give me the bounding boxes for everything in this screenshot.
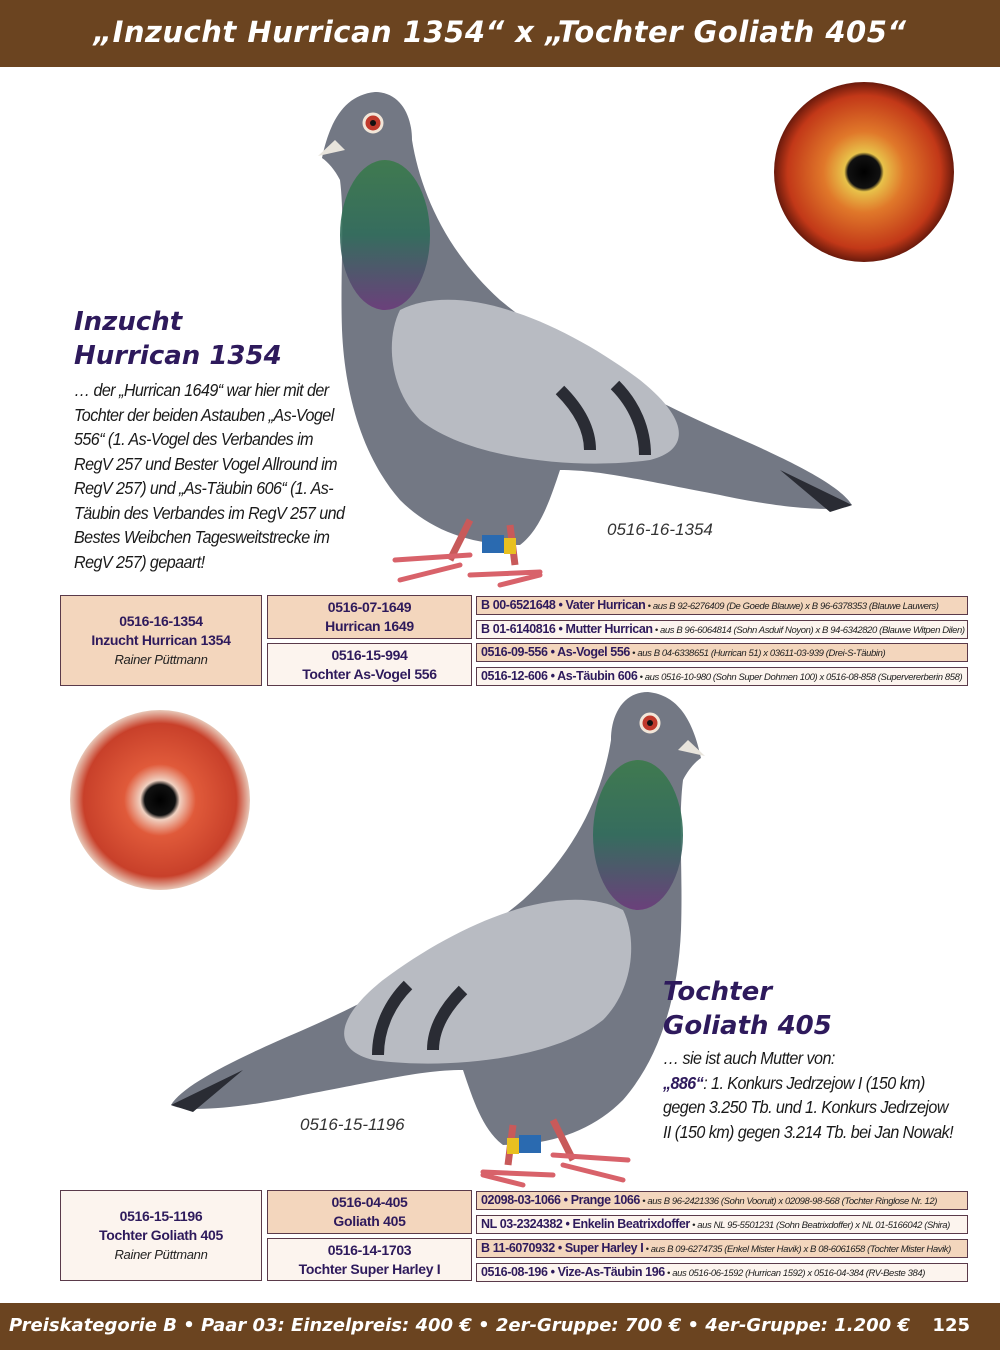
price-info: Preiskategorie B • Paar 03: Einzelpreis:… [8, 1315, 910, 1336]
main-ring: 0516-15-1196 [119, 1208, 203, 1224]
page-number: 125 [932, 1315, 970, 1336]
pedigree-2-mother: 0516-14-1703 Tochter Super Harley I [267, 1238, 472, 1281]
pigeon-1-title-line1: Inzucht [74, 307, 183, 337]
mother-ring: 0516-15-994 [331, 646, 408, 663]
grandparent-row: B 11-6070932 • Super Harley I • aus B 09… [476, 1239, 968, 1258]
main-ring: 0516-16-1354 [119, 613, 203, 629]
grandparent-row: NL 03-2324382 • Enkelin Beatrixdoffer • … [476, 1215, 968, 1234]
breeder: Rainer Püttmann [114, 1247, 208, 1262]
mother-name: Tochter As-Vogel 556 [302, 665, 437, 682]
pigeon-2-description: … sie ist auch Mutter von: „886“: 1. Konk… [663, 1048, 954, 1142]
father-ring: 0516-04-405 [331, 1194, 408, 1210]
pigeon-2-title-line2: Goliath 405 [663, 1011, 832, 1041]
pedigree-1-main: 0516-16-1354 Inzucht Hurrican 1354 Raine… [60, 595, 262, 686]
page-title: „Inzucht Hurrican 1354“ x „Tochter Golia… [93, 15, 907, 49]
father-name: Goliath 405 [333, 1213, 406, 1229]
main-name: Tochter Goliath 405 [99, 1227, 223, 1243]
eye-2-photo [70, 710, 250, 890]
mother-ring: 0516-14-1703 [327, 1241, 412, 1258]
pigeon-1-description: … der „Hurrican 1649“ war hier mit der T… [74, 380, 345, 572]
father-ring: 0516-07-1649 [327, 599, 412, 615]
father-name: Hurrican 1649 [325, 618, 414, 634]
mother-name: Tochter Super Harley I [298, 1260, 441, 1277]
pigeon-2-photo [171, 692, 705, 1185]
page-footer: Preiskategorie B • Paar 03: Einzelpreis:… [0, 1303, 1000, 1350]
pigeon-1-photo [318, 92, 852, 585]
pigeon-1-title-line2: Hurrican 1354 [74, 341, 282, 371]
pedigree-1-mother: 0516-15-994 Tochter As-Vogel 556 [267, 643, 472, 686]
grandparent-row: B 00-6521648 • Vater Hurrican • aus B 92… [476, 596, 968, 615]
pigeon-2-ring-label: 0516-15-1196 [300, 1115, 405, 1134]
pedigree-2-father: 0516-04-405 Goliath 405 [267, 1190, 472, 1234]
grandparent-row: 0516-09-556 • As-Vogel 556 • aus B 04-63… [476, 643, 968, 662]
pigeon-2-title: Tochter Goliath 405 [663, 975, 832, 1043]
main-name: Inzucht Hurrican 1354 [91, 632, 231, 648]
grandparent-row: 02098-03-1066 • Prange 1066 • aus B 96-2… [476, 1191, 968, 1210]
grandparent-row: 0516-12-606 • As-Täubin 606 • aus 0516-1… [476, 667, 968, 686]
pedigree-1-father: 0516-07-1649 Hurrican 1649 [267, 595, 472, 639]
grandparent-row: 0516-08-196 • Vize-As-Täubin 196 • aus 0… [476, 1263, 968, 1282]
page-header: „Inzucht Hurrican 1354“ x „Tochter Golia… [0, 0, 1000, 67]
grandparent-row: B 01-6140816 • Mutter Hurrican • aus B 9… [476, 620, 968, 639]
breeder: Rainer Püttmann [114, 652, 208, 667]
pigeon-1-ring-label: 0516-16-1354 [607, 520, 713, 539]
pigeon-1-title: Inzucht Hurrican 1354 [74, 305, 282, 373]
pedigree-2-main: 0516-15-1196 Tochter Goliath 405 Rainer … [60, 1190, 262, 1281]
pigeon-2-title-line1: Tochter [663, 977, 773, 1007]
eye-1-photo [774, 82, 954, 262]
